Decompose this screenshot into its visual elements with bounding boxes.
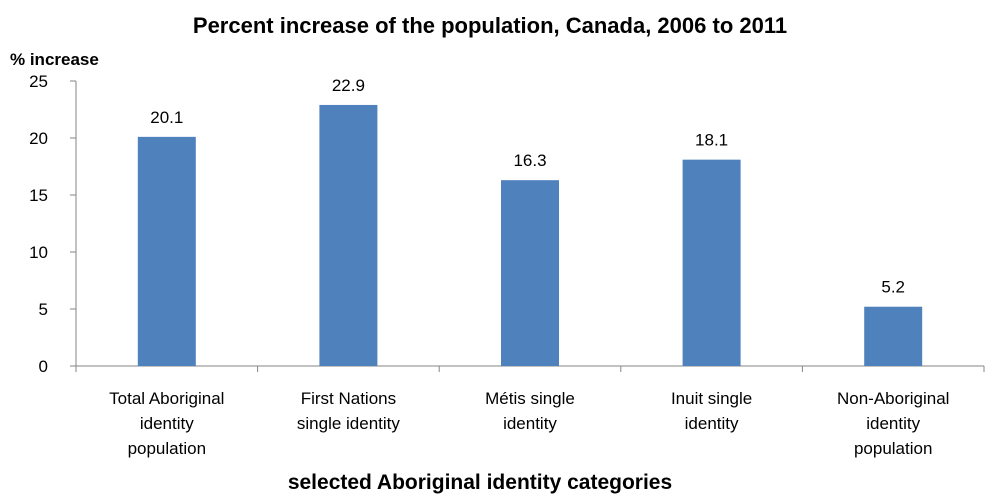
bar-value-label: 22.9 xyxy=(332,76,365,95)
bar-value-label: 20.1 xyxy=(150,108,183,127)
x-category-label-line: population xyxy=(128,439,206,458)
y-tick-label: 25 xyxy=(29,72,48,91)
x-category-label-line: Métis single xyxy=(485,389,575,408)
x-category-label-line: single identity xyxy=(297,414,401,433)
x-axis-title: selected Aboriginal identity categories xyxy=(288,471,672,494)
x-category-label: Métis single identity xyxy=(485,389,575,433)
y-tick-label: 15 xyxy=(29,186,48,205)
x-category-label-line: identity xyxy=(866,414,920,433)
bar xyxy=(137,136,196,366)
plot-area: 0 5 10 15 20 25 20.1 Total Aboriginal identity po… xyxy=(29,72,985,458)
y-tick-label: 0 xyxy=(39,357,48,376)
chart-title: Percent increase of the population, Cana… xyxy=(193,13,787,38)
bar xyxy=(501,180,559,366)
bar xyxy=(864,306,923,366)
x-category-label-line: Inuit single xyxy=(671,389,752,408)
y-tick-label: 10 xyxy=(29,243,48,262)
x-category-label-line: Non-Aboriginal xyxy=(837,389,949,408)
x-category-label-line: identity xyxy=(685,414,739,433)
x-category-label-line: identity xyxy=(140,414,194,433)
x-category-label-line: Total Aboriginal xyxy=(109,389,224,408)
bar-value-label: 18.1 xyxy=(695,131,728,150)
x-category-label-line: First Nations xyxy=(301,389,396,408)
x-category-label: First Nations single identity xyxy=(297,389,401,433)
y-axis-title: % increase xyxy=(10,50,99,69)
bar-value-label: 16.3 xyxy=(513,151,546,170)
x-category-label: Inuit single identity xyxy=(671,389,752,433)
bar xyxy=(682,159,741,366)
bar-value-label: 5.2 xyxy=(881,278,905,297)
x-category-label: Total Aboriginal identity population xyxy=(109,389,224,458)
x-category-label-line: population xyxy=(854,439,932,458)
y-tick-label: 20 xyxy=(29,129,48,148)
bar xyxy=(319,104,378,366)
x-category-label: Non-Aboriginal identity population xyxy=(837,389,949,458)
y-tick-label: 5 xyxy=(39,300,48,319)
x-category-label-line: identity xyxy=(503,414,557,433)
